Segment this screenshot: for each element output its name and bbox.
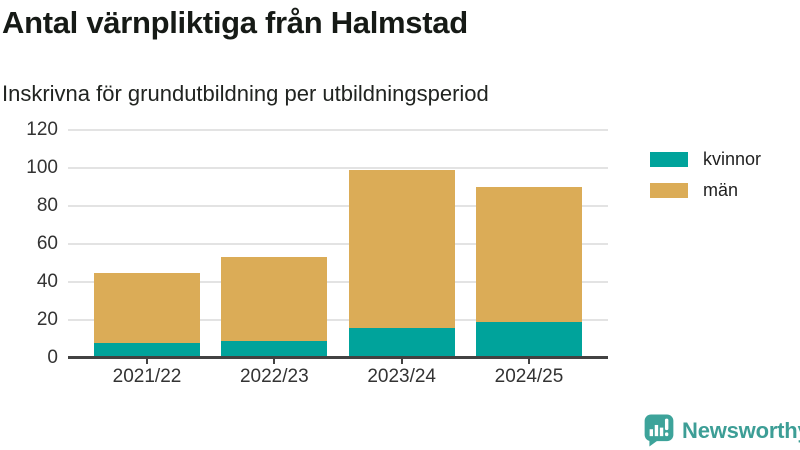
- legend-label-man: män: [703, 180, 739, 200]
- gridline: [68, 167, 608, 169]
- chart-subtitle: Inskrivna för grundutbildning per utbild…: [2, 81, 489, 106]
- bar-2022/23: [221, 130, 328, 364]
- bar-2021/22: [94, 130, 200, 364]
- bar-segment-män: [348, 169, 455, 328]
- newsworthy-logo-text: Newsworthy: [682, 417, 800, 443]
- bar-segment-män: [475, 187, 582, 322]
- gridline: [68, 129, 608, 131]
- bar-segment-män: [221, 257, 328, 341]
- bar-segment-kvinnor: [221, 340, 328, 358]
- bar-segment-kvinnor: [475, 321, 582, 358]
- y-axis-label: 100: [26, 157, 58, 178]
- x-axis-tick: [146, 359, 148, 364]
- x-axis-label: 2024/25: [494, 366, 564, 387]
- y-axis: 0 20 40 60 80 100 120: [0, 119, 58, 368]
- bar-2024/25: [475, 130, 582, 364]
- bar-segment-män: [94, 272, 200, 343]
- x-axis-line: [68, 356, 608, 359]
- x-axis-label: 2021/22: [112, 366, 182, 387]
- y-axis-label: 60: [36, 233, 58, 254]
- x-axis-tick: [400, 359, 403, 364]
- legend-label-kvinnor: kvinnor: [703, 149, 762, 169]
- y-axis-label: 80: [36, 195, 58, 216]
- gridline: [68, 281, 608, 283]
- y-axis-label: 20: [36, 309, 58, 330]
- page-title: Antal värnpliktiga från Halmstad: [2, 5, 468, 40]
- gridline: [68, 319, 608, 321]
- legend: kvinnor män: [650, 149, 761, 211]
- x-axis-label: 2022/23: [239, 366, 309, 387]
- plot-area: [68, 129, 608, 364]
- newsworthy-bar-chart-bubble-icon: [644, 414, 674, 447]
- bar-2023/24: [348, 130, 455, 364]
- legend-item-kvinnor: kvinnor: [650, 149, 761, 170]
- x-axis-label: 2023/24: [367, 366, 436, 387]
- bar-segment-kvinnor: [94, 342, 200, 358]
- y-axis-label: 40: [36, 271, 58, 292]
- legend-swatch-kvinnor-icon: [650, 152, 688, 167]
- bar-segment-kvinnor: [348, 327, 455, 358]
- y-axis-label: 120: [26, 119, 58, 140]
- gridline: [68, 205, 608, 207]
- x-axis: 2021/22 2022/23 2023/24 2024/25: [68, 366, 608, 388]
- bar-group: [68, 130, 608, 364]
- legend-swatch-man-icon: [650, 183, 688, 198]
- legend-item-man: män: [650, 180, 761, 201]
- gridline: [68, 243, 608, 245]
- x-axis-tick: [527, 359, 530, 364]
- newsworthy-logo: Newsworthy: [644, 414, 800, 447]
- y-axis-label: 0: [47, 347, 58, 368]
- x-axis-tick: [273, 359, 276, 364]
